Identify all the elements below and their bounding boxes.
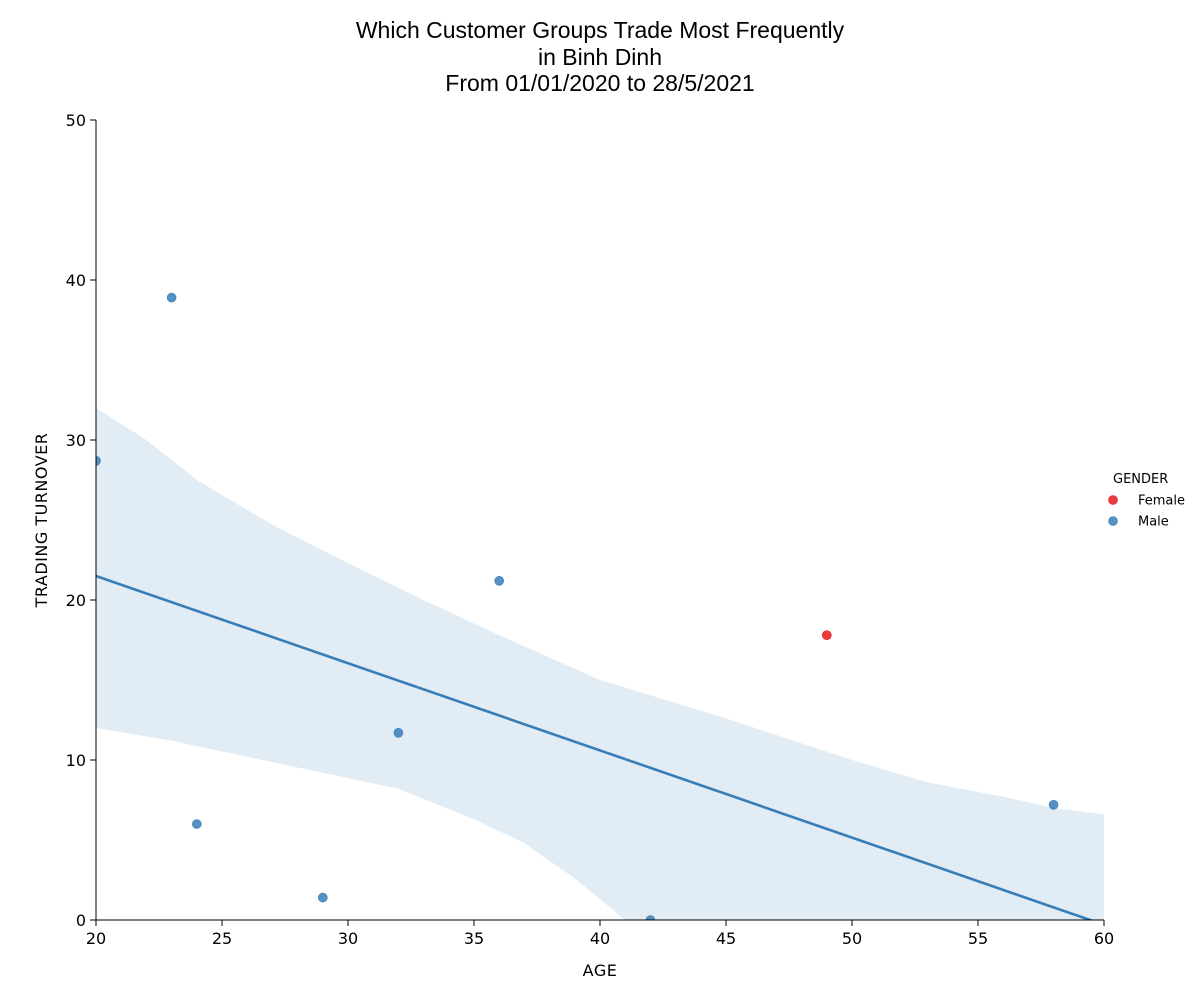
point-male <box>1048 799 1059 810</box>
y-tick-label: 30 <box>66 431 86 450</box>
title-line-1: Which Customer Groups Trade Most Frequen… <box>356 17 845 43</box>
x-tick-label: 30 <box>338 929 358 948</box>
x-axis-label: AGE <box>583 961 618 980</box>
confidence-band <box>96 408 1104 920</box>
x-tick-label: 60 <box>1094 929 1114 948</box>
legend-marker <box>1108 495 1118 505</box>
y-tick-label: 50 <box>66 111 86 130</box>
point-male <box>317 892 328 903</box>
point-male <box>192 819 202 829</box>
chart-title: Which Customer Groups Trade Most Frequen… <box>356 17 845 96</box>
y-tick-label: 20 <box>66 591 86 610</box>
point-male <box>96 456 101 466</box>
x-tick-label: 50 <box>842 929 862 948</box>
y-tick-label: 10 <box>66 751 86 770</box>
point-male <box>393 727 404 738</box>
axes: 20 25 30 35 40 45 50 55 60 0 10 20 30 40 50 <box>66 111 1115 948</box>
point-male <box>645 915 656 920</box>
title-line-3: From 01/01/2020 to 28/5/2021 <box>445 70 754 96</box>
point-male <box>166 292 177 303</box>
y-axis-label: TRADING TURNOVER <box>32 433 51 609</box>
x-tick-label: 35 <box>464 929 484 948</box>
point-male <box>494 575 505 586</box>
legend-label: Male <box>1138 515 1169 530</box>
plot-area <box>96 292 1104 920</box>
title-line-2: in Binh Dinh <box>538 44 662 70</box>
legend-label: Female <box>1138 494 1185 509</box>
y-tick-label: 0 <box>76 911 86 930</box>
regression-line <box>96 574 1095 920</box>
point-female <box>821 630 832 641</box>
legend-marker <box>1108 516 1118 526</box>
x-tick-label: 25 <box>212 929 232 948</box>
y-tick-label: 40 <box>66 271 86 290</box>
x-tick-label: 40 <box>590 929 610 948</box>
legend: GENDER Female Male <box>1108 472 1185 530</box>
x-tick-label: 55 <box>968 929 988 948</box>
legend-title: GENDER <box>1113 472 1168 487</box>
x-tick-label: 20 <box>86 929 106 948</box>
x-tick-label: 45 <box>716 929 736 948</box>
